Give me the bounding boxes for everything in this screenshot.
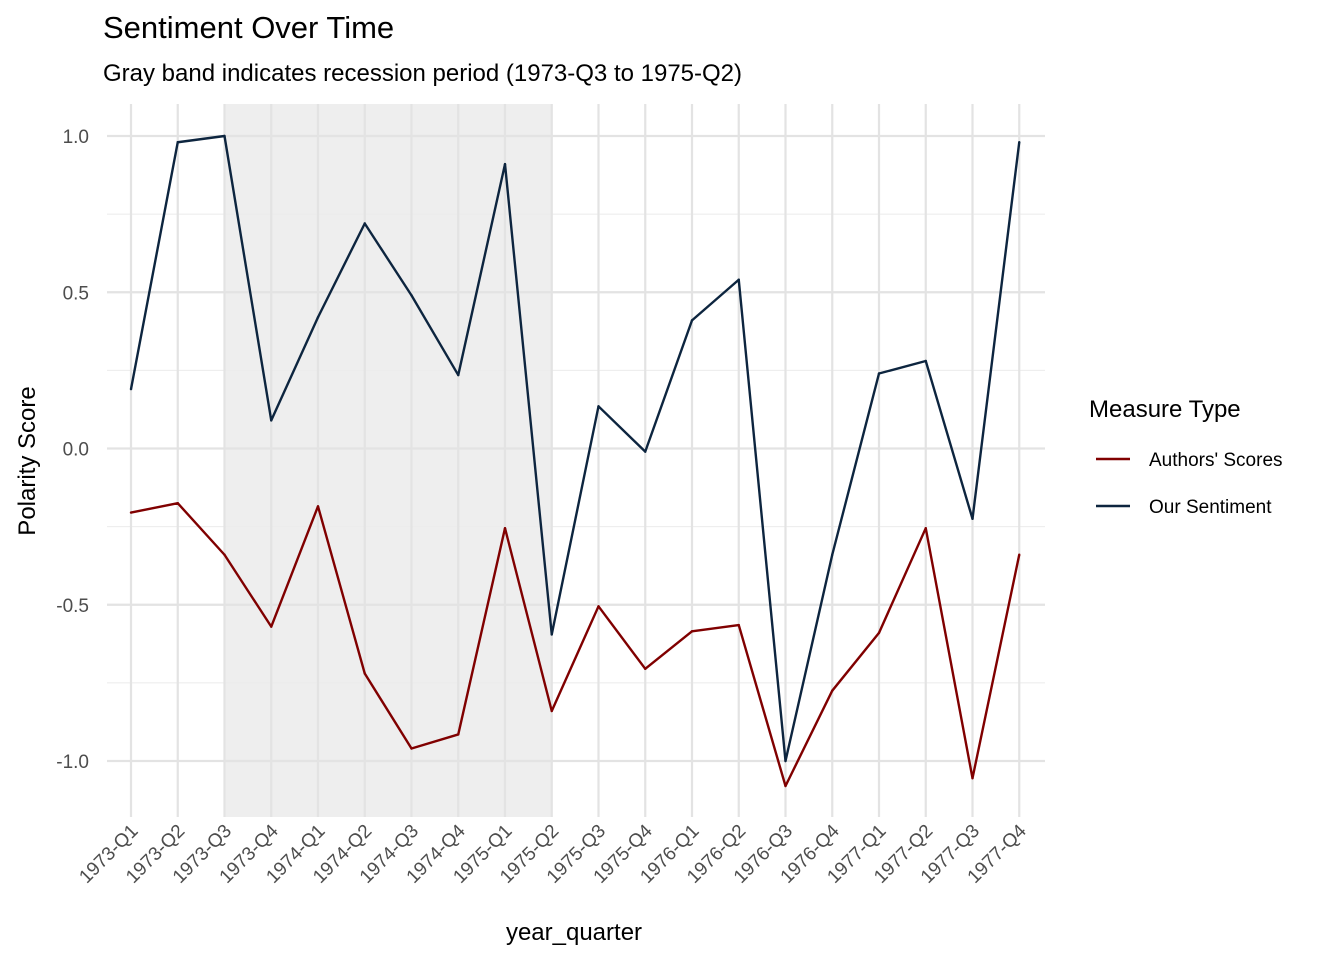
y-tick-label: 0.5 xyxy=(63,283,89,304)
data-point xyxy=(924,526,927,530)
data-point xyxy=(550,633,553,636)
data-point xyxy=(176,141,179,144)
data-point xyxy=(784,759,787,763)
series-layer xyxy=(129,134,1021,788)
y-tick-labels: 1.0 0.5 0.0 -0.5 -1.0 xyxy=(56,127,89,773)
x-tick-labels: 1973-Q11973-Q21973-Q31973-Q41974-Q11974-… xyxy=(75,820,1031,887)
series-line xyxy=(129,134,1021,763)
y-tick-label: -1.0 xyxy=(56,752,89,773)
data-point xyxy=(597,605,600,608)
series-our-sentiment xyxy=(129,134,1021,763)
data-point xyxy=(457,733,460,736)
data-point xyxy=(597,405,600,408)
legend-title: Measure Type xyxy=(1089,396,1241,423)
data-point xyxy=(831,689,834,692)
data-point xyxy=(363,222,366,225)
data-point xyxy=(737,278,740,281)
data-point xyxy=(971,776,974,780)
data-point xyxy=(644,667,647,671)
x-axis-title: year_quarter xyxy=(506,919,642,946)
data-point xyxy=(363,672,366,675)
recession-band xyxy=(224,104,552,817)
data-point xyxy=(270,419,273,422)
data-point xyxy=(410,747,413,750)
data-point xyxy=(503,526,507,530)
data-point xyxy=(410,294,413,297)
data-point xyxy=(223,134,226,138)
data-point xyxy=(644,450,647,453)
recession-band-layer xyxy=(224,104,552,817)
legend-label-our-sentiment: Our Sentiment xyxy=(1149,497,1272,518)
data-point xyxy=(924,359,927,363)
data-point xyxy=(831,553,834,556)
data-point xyxy=(316,505,320,508)
data-point xyxy=(971,517,974,521)
data-point xyxy=(129,387,133,391)
data-point xyxy=(690,630,694,633)
data-point xyxy=(784,784,787,788)
data-point xyxy=(129,511,133,514)
data-point xyxy=(1018,553,1021,556)
y-tick-label: 1.0 xyxy=(63,127,89,148)
legend-label-authors-scores: Authors' Scores xyxy=(1149,450,1283,471)
data-point xyxy=(457,373,460,377)
data-point xyxy=(1018,141,1021,144)
data-point xyxy=(316,316,320,319)
data-point xyxy=(270,625,273,628)
series-authors-scores xyxy=(129,501,1021,788)
data-point xyxy=(550,709,553,713)
grid-layer xyxy=(107,104,1045,817)
chart-title: Sentiment Over Time xyxy=(103,10,395,45)
chart-subtitle: Gray band indicates recession period (19… xyxy=(103,60,743,87)
y-tick-label: -0.5 xyxy=(56,596,89,617)
data-point xyxy=(176,501,179,505)
data-point xyxy=(503,162,507,166)
legend: Measure Type Authors' Scores Our Sentime… xyxy=(1089,396,1283,518)
data-point xyxy=(690,319,694,322)
data-point xyxy=(877,372,881,375)
y-tick-label: 0.0 xyxy=(63,440,89,461)
data-point xyxy=(877,631,881,635)
series-line xyxy=(130,501,1021,788)
y-axis-title: Polarity Score xyxy=(14,386,41,535)
data-point xyxy=(223,553,226,556)
data-point xyxy=(737,623,740,627)
